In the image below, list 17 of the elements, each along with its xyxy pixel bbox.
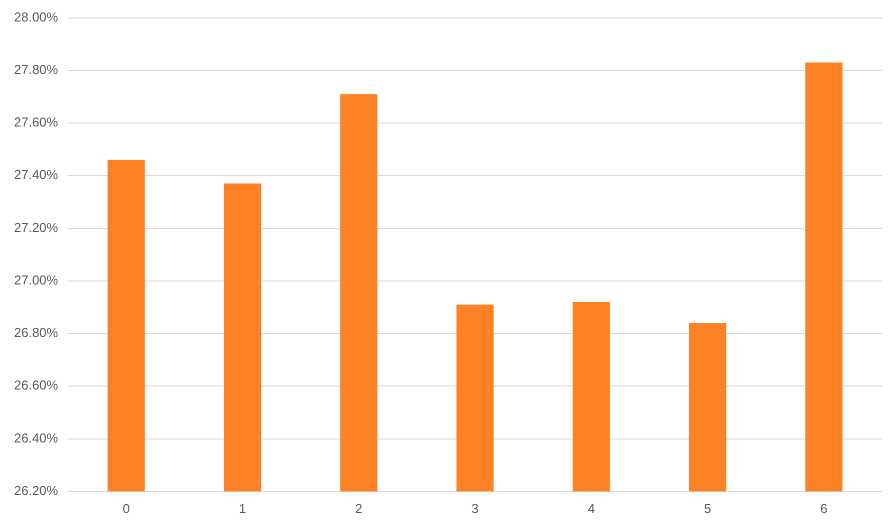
y-tick-label: 27.60% [14, 114, 59, 130]
y-tick-label: 27.00% [14, 272, 59, 288]
x-tick-label: 2 [355, 500, 362, 516]
x-tick-label: 4 [588, 500, 595, 516]
x-tick-label: 6 [820, 500, 828, 516]
y-tick-label: 27.20% [14, 220, 59, 235]
y-tick-label: 26.20% [14, 482, 59, 498]
x-tick-label: 0 [122, 500, 130, 516]
y-tick-label: 26.40% [14, 430, 59, 446]
y-tick-label: 27.40% [14, 167, 59, 182]
y-tick-label: 26.80% [14, 325, 59, 340]
x-tick-label: 5 [704, 500, 712, 516]
y-tick-label: 26.60% [14, 378, 59, 393]
x-tick-label: 1 [238, 500, 246, 516]
y-tick-label: 28.00% [14, 9, 59, 24]
x-tick-label: 3 [471, 500, 479, 516]
y-tick-label: 27.80% [14, 62, 59, 77]
